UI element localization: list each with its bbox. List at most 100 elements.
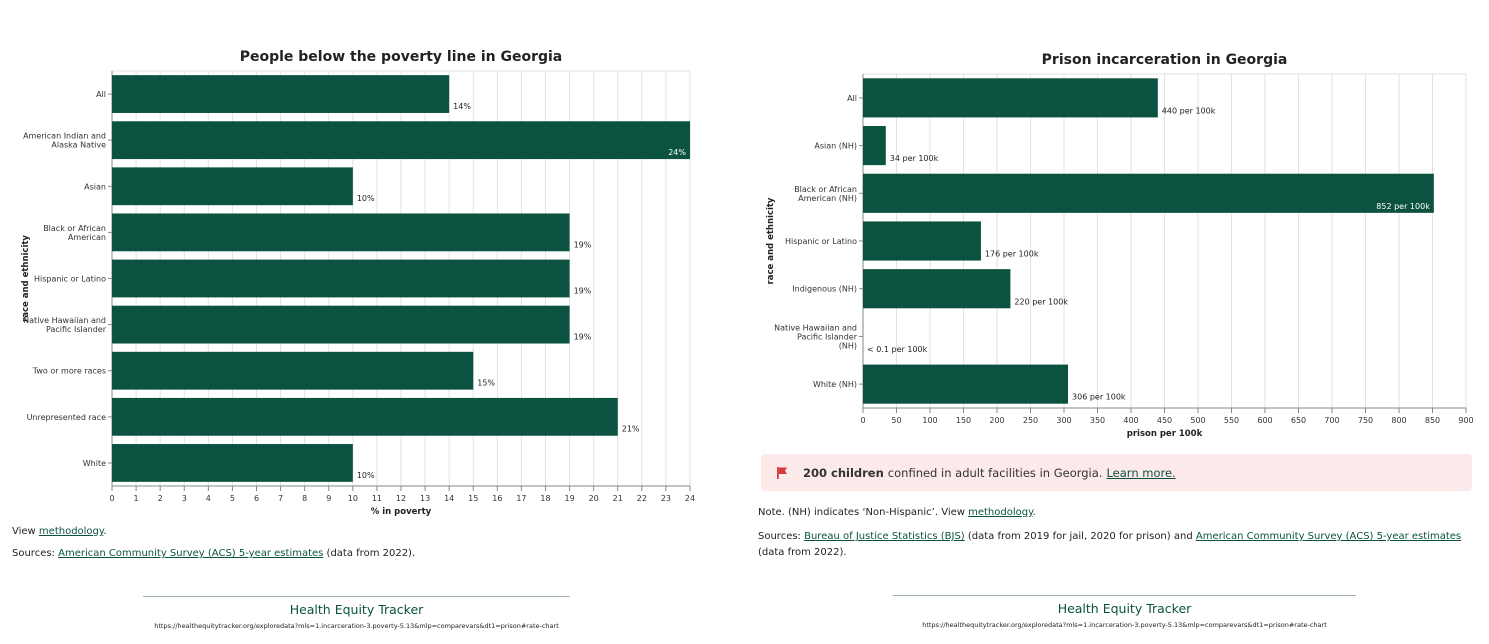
methodology-link[interactable]: methodology xyxy=(968,507,1033,518)
y-tick-label-line: Native Hawaiian and xyxy=(774,323,857,332)
y-tick-label: All xyxy=(96,90,106,99)
y-tick-label: Unrepresented race xyxy=(27,413,107,422)
incarceration-chart: Prison incarceration in Georgia 0 50 100 150… xyxy=(766,52,1474,439)
y-tick-label-line: Black or African xyxy=(43,224,106,233)
x-tick-label: 0 xyxy=(860,416,865,425)
sources-note: Sources: American Community Survey (ACS)… xyxy=(12,546,415,562)
y-tick-label-line: Two or more races xyxy=(32,367,106,376)
nh-note: Note. (NH) indicates ‘Non-Hispanic’. Vie… xyxy=(758,505,1036,521)
x-tick-label: 650 xyxy=(1291,416,1306,425)
y-tick-label-line: American (NH) xyxy=(798,194,857,203)
x-tick-label: 7 xyxy=(278,494,283,503)
y-tick-label-line: Asian (NH) xyxy=(814,142,857,151)
x-tick-label: 17 xyxy=(516,494,526,503)
y-tick-label: Hispanic or Latino xyxy=(34,275,106,284)
x-tick-label: 9 xyxy=(326,494,331,503)
y-tick-label-line: Pacific Islander xyxy=(46,325,107,334)
view-methodology-note: View methodology. xyxy=(12,524,107,540)
x-tick-label: 350 xyxy=(1090,416,1105,425)
poverty-chart: People below the poverty line in Georgia… xyxy=(21,49,695,517)
y-tick-label: Indigenous (NH) xyxy=(792,285,857,294)
x-tick-label: 700 xyxy=(1324,416,1339,425)
y-axis-title: race and ethnicity xyxy=(21,235,31,322)
note-text: View xyxy=(12,526,39,537)
y-tick-label-line: Hispanic or Latino xyxy=(785,237,857,246)
y-tick-label: Native Hawaiian and Pacific Islander (NH) xyxy=(774,323,858,350)
x-tick-label: 850 xyxy=(1425,416,1440,425)
sources-label: Sources: xyxy=(758,531,805,542)
y-tick-label-line: White (NH) xyxy=(813,380,857,389)
poverty-bar xyxy=(112,167,353,206)
acs-source-link[interactable]: American Community Survey (ACS) 5-year e… xyxy=(58,548,324,559)
poverty-bar xyxy=(112,305,570,344)
y-tick-label-line: Unrepresented race xyxy=(27,413,107,422)
data-label: 10% xyxy=(357,471,375,480)
poverty-bar xyxy=(112,75,450,113)
x-tick-label: 450 xyxy=(1157,416,1172,425)
bjs-source-link[interactable]: Bureau of Justice Statistics (BJS) xyxy=(804,531,965,542)
data-label: 852 per 100k xyxy=(1376,202,1430,211)
poverty-bar xyxy=(112,259,570,298)
x-tick-label: 800 xyxy=(1391,416,1406,425)
prison-bar xyxy=(863,78,1158,118)
footer-title[interactable]: Health Equity Tracker xyxy=(1057,601,1192,616)
y-tick-label: Black or African American xyxy=(43,224,106,242)
y-tick-label: Asian (NH) xyxy=(814,142,857,151)
x-tick-label: 50 xyxy=(891,416,901,425)
y-tick-label-line: American Indian and xyxy=(23,132,106,141)
prison-bar xyxy=(863,269,1011,309)
x-tick-label: 4 xyxy=(206,494,211,503)
x-axis-title: % in poverty xyxy=(371,507,432,517)
prison-bar xyxy=(863,364,1069,404)
y-tick-label-line: Hispanic or Latino xyxy=(34,275,106,284)
y-tick-label-line: (NH) xyxy=(839,341,857,350)
children-alert: 200 children confined in adult facilitie… xyxy=(761,454,1472,491)
footer-title[interactable]: Health Equity Tracker xyxy=(289,602,424,617)
x-tick-label: 13 xyxy=(420,494,430,503)
x-tick-label: 23 xyxy=(661,494,671,503)
y-tick-label: Native Hawaiian and Pacific Islander xyxy=(23,316,107,334)
x-tick-label: 12 xyxy=(396,494,406,503)
x-tick-label: 3 xyxy=(182,494,187,503)
data-label: 21% xyxy=(622,425,640,434)
y-tick-label-line: Indigenous (NH) xyxy=(792,285,857,294)
poverty-bar xyxy=(112,121,690,160)
data-label: 24% xyxy=(668,148,686,157)
x-tick-label: 10 xyxy=(348,494,358,503)
y-tick-label: White (NH) xyxy=(813,380,857,389)
y-tick-label-line: Native Hawaiian and xyxy=(23,316,106,325)
note-text: Note. (NH) indicates ‘Non-Hispanic’. Vie… xyxy=(758,507,969,518)
y-tick-label: White xyxy=(83,459,106,468)
x-tick-label: 500 xyxy=(1190,416,1205,425)
acs-source-link[interactable]: American Community Survey (ACS) 5-year e… xyxy=(1195,531,1462,542)
chart-title: People below the poverty line in Georgia xyxy=(240,49,563,65)
y-tick-label: Black or African American (NH) xyxy=(794,185,857,203)
x-tick-label: 18 xyxy=(540,494,550,503)
prison-bar xyxy=(863,126,886,166)
x-tick-label: 550 xyxy=(1224,416,1239,425)
x-tick-label: 19 xyxy=(564,494,574,503)
footer-divider xyxy=(143,596,570,597)
x-axis-title: prison per 100k xyxy=(1127,429,1203,439)
incarceration-panel: Prison incarceration in Georgia 0 50 100 150… xyxy=(745,0,1489,644)
data-label: 14% xyxy=(453,102,471,111)
sources-text: (data from 2022). xyxy=(758,547,847,558)
y-tick-label: Asian xyxy=(84,182,106,191)
flag-icon xyxy=(777,466,787,479)
x-tick-label: 16 xyxy=(492,494,502,503)
methodology-link[interactable]: methodology xyxy=(38,526,104,537)
data-label: 10% xyxy=(357,194,375,203)
x-tick-label: 600 xyxy=(1257,416,1272,425)
footer-divider xyxy=(893,595,1356,596)
y-tick-label: Two or more races xyxy=(32,367,106,376)
y-tick-label-line: White xyxy=(83,459,106,468)
x-tick-label: 24 xyxy=(685,494,695,503)
learn-more-link[interactable]: Learn more. xyxy=(1106,465,1176,480)
x-tick-label: 300 xyxy=(1056,416,1071,425)
x-tick-label: 21 xyxy=(613,494,623,503)
sources-label: Sources: xyxy=(12,548,59,559)
x-tick-label: 900 xyxy=(1458,416,1473,425)
x-tick-label: 150 xyxy=(956,416,971,425)
x-tick-label: 11 xyxy=(372,494,382,503)
footer-url: https://healthequitytracker.org/explored… xyxy=(922,621,1327,629)
